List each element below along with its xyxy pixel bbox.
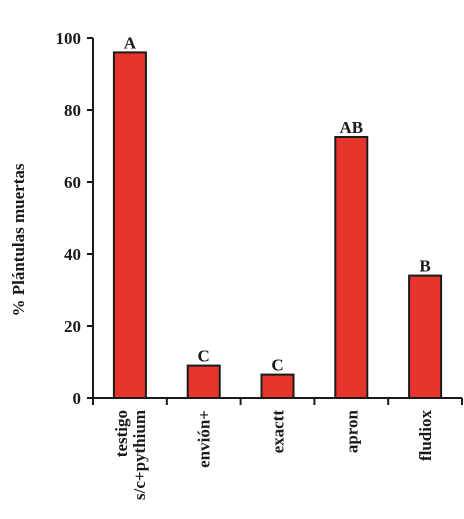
y-tick-label: 80: [64, 101, 81, 120]
bar: [334, 136, 369, 399]
data-label: A: [124, 33, 137, 52]
category-label: testigo s/c+pythium: [112, 410, 149, 500]
y-axis-title: % Plántulas muertas: [9, 163, 28, 316]
y-tick-label: 40: [64, 245, 81, 264]
bar: [186, 364, 221, 400]
bar: [408, 274, 443, 400]
category-label-line: testigo: [112, 410, 131, 457]
y-tick-label: 60: [64, 173, 81, 192]
bars: [112, 51, 443, 400]
data-label: B: [419, 257, 430, 276]
category-label-line: s/c+pythium: [130, 410, 149, 500]
category-label-line: fludiox: [416, 410, 435, 462]
data-label: C: [198, 347, 210, 366]
category-label: exactt: [269, 410, 288, 454]
category-label-line: exactt: [269, 410, 288, 454]
data-label: AB: [339, 118, 363, 137]
axes: 0 20 40 60 80 100 % Plántulas muertas: [9, 29, 463, 408]
data-label: C: [271, 356, 283, 375]
y-tick-label: 20: [64, 317, 81, 336]
category-label: apron: [342, 409, 361, 453]
category-label: envión+: [195, 410, 214, 468]
y-tick-label: 100: [56, 29, 82, 48]
bar: [260, 373, 295, 400]
category-label: fludiox: [416, 410, 435, 462]
category-label-line: envión+: [195, 410, 214, 468]
bar: [112, 51, 147, 400]
category-label-line: apron: [342, 409, 361, 453]
y-tick-label: 0: [73, 389, 82, 408]
